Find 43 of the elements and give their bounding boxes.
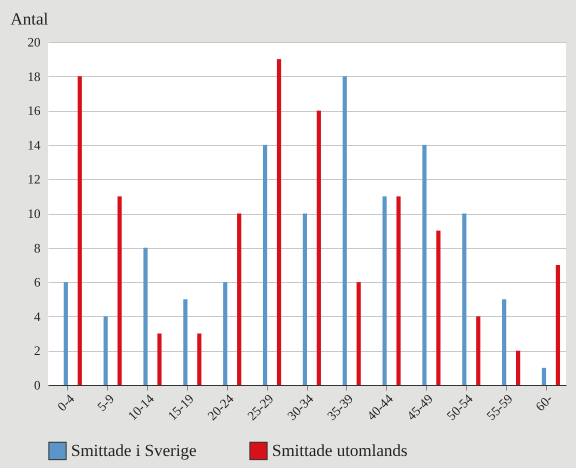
bar (237, 214, 242, 385)
x-tick-label: 5-9 (94, 391, 117, 414)
bar (276, 59, 282, 385)
y-tick-label: 10 (28, 206, 40, 221)
y-tick-label: 0 (34, 378, 40, 392)
bar (197, 334, 202, 385)
bar (516, 350, 520, 385)
bar (223, 282, 228, 385)
y-tick-label: 2 (34, 343, 40, 358)
y-tick-label: 16 (28, 103, 41, 118)
bar (157, 334, 162, 385)
legend-label: Smittade utomlands (272, 440, 408, 460)
bar (476, 316, 480, 385)
bar (462, 214, 466, 385)
x-tick-label: 0-4 (54, 390, 78, 414)
y-tick-label: 8 (34, 240, 40, 256)
y-tick-label: 20 (28, 34, 40, 50)
bar (302, 214, 307, 385)
bar (183, 299, 188, 385)
bar (542, 368, 546, 385)
bar (396, 196, 401, 385)
bar (356, 282, 361, 385)
bar (342, 76, 347, 385)
y-tick-label: 18 (28, 68, 40, 84)
y-axis-title: Antal (10, 10, 49, 28)
bar (262, 144, 268, 385)
x-tick-label: 60- (532, 391, 556, 414)
bar (382, 196, 387, 385)
bar (436, 230, 440, 385)
bar (422, 144, 427, 385)
bar (316, 110, 321, 385)
bar (118, 196, 122, 385)
y-tick-label: 6 (34, 274, 41, 290)
y-tick-label: 4 (34, 308, 41, 324)
y-tick-label: 14 (28, 137, 41, 152)
bar (556, 264, 560, 385)
bar (104, 316, 108, 385)
y-tick-label: 12 (28, 172, 40, 187)
bar (502, 299, 506, 385)
legend-label: Smittade i Sverige (71, 440, 197, 460)
bar (64, 282, 68, 385)
bar (143, 248, 148, 385)
bar (78, 76, 82, 385)
